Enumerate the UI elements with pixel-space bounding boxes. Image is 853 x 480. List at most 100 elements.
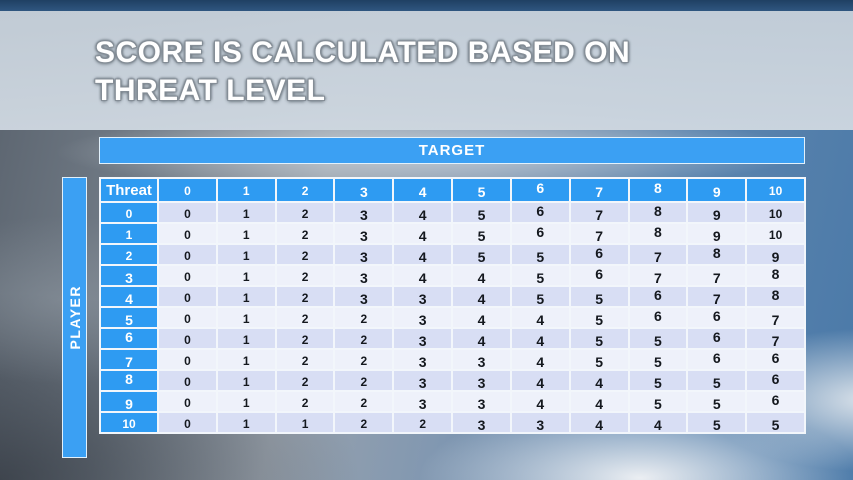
score-cell: 1 bbox=[215, 285, 277, 308]
score-cell: 0 bbox=[157, 306, 218, 329]
score-cell: 3 bbox=[451, 411, 512, 434]
score-cell: 4 bbox=[451, 285, 512, 308]
score-cell: 6 bbox=[509, 201, 571, 224]
score-cell: 4 bbox=[451, 327, 512, 350]
title-banner: SCORE IS CALCULATED BASED ON THREAT LEVE… bbox=[0, 11, 853, 130]
score-cell: 4 bbox=[451, 306, 512, 329]
score-cell: 6 bbox=[627, 285, 689, 308]
score-cell: 5 bbox=[509, 264, 571, 287]
corner-header-cell: Threat bbox=[99, 177, 159, 203]
score-cell: 2 bbox=[333, 369, 395, 392]
score-cell: 5 bbox=[451, 201, 512, 224]
score-cell: 0 bbox=[157, 327, 218, 350]
score-cell: 3 bbox=[509, 411, 571, 434]
score-cell: 2 bbox=[274, 222, 336, 245]
score-cell: 3 bbox=[451, 369, 512, 392]
score-cell: 1 bbox=[215, 306, 277, 329]
score-cell: 3 bbox=[333, 243, 395, 266]
score-cell: 7 bbox=[627, 264, 689, 287]
score-cell: 2 bbox=[274, 327, 336, 350]
row-header-cell: 2 bbox=[99, 243, 159, 266]
score-cell: 5 bbox=[451, 243, 512, 266]
row-header-cell: 9 bbox=[99, 390, 159, 413]
score-cell: 6 bbox=[745, 369, 806, 392]
score-cell: 7 bbox=[686, 264, 748, 287]
score-cell: 7 bbox=[686, 285, 748, 308]
score-cell: 2 bbox=[274, 390, 336, 413]
column-header-cell: 9 bbox=[686, 177, 748, 203]
row-header-cell: 8 bbox=[99, 369, 159, 392]
score-cell: 6 bbox=[686, 348, 748, 371]
score-cell: 3 bbox=[392, 348, 454, 371]
score-cell: 5 bbox=[568, 306, 630, 329]
slide-title-line2: THREAT LEVEL bbox=[95, 74, 326, 107]
score-cell: 4 bbox=[509, 327, 571, 350]
score-cell: 5 bbox=[451, 222, 512, 245]
column-header-cell: 1 bbox=[215, 177, 277, 203]
score-cell: 1 bbox=[215, 264, 277, 287]
score-cell: 5 bbox=[568, 348, 630, 371]
row-header-cell: 0 bbox=[99, 201, 159, 224]
score-cell: 9 bbox=[686, 201, 748, 224]
score-cell: 0 bbox=[157, 264, 218, 287]
score-cell: 5 bbox=[509, 243, 571, 266]
score-cell: 3 bbox=[392, 390, 454, 413]
score-cell: 1 bbox=[215, 243, 277, 266]
score-cell: 0 bbox=[157, 285, 218, 308]
score-cell: 4 bbox=[509, 348, 571, 371]
target-axis-label: TARGET bbox=[418, 142, 486, 159]
column-header-cell: 8 bbox=[627, 177, 689, 203]
score-cell: 8 bbox=[627, 222, 689, 245]
score-cell: 1 bbox=[215, 327, 277, 350]
score-table-header: Threat 0 1 2 3 4 5 6 7 8 9 10 bbox=[99, 177, 806, 203]
row-header-cell: 7 bbox=[99, 348, 159, 371]
column-header-cell: 7 bbox=[568, 177, 630, 203]
score-cell: 3 bbox=[451, 348, 512, 371]
row-header-cell: 3 bbox=[99, 264, 159, 287]
row-header-cell: 6 bbox=[99, 327, 159, 350]
score-cell: 0 bbox=[157, 411, 218, 434]
score-cell: 4 bbox=[392, 222, 454, 245]
row-header-cell: 5 bbox=[99, 306, 159, 329]
score-cell: 5 bbox=[568, 327, 630, 350]
score-cell: 6 bbox=[745, 390, 806, 413]
score-cell: 9 bbox=[686, 222, 748, 245]
score-cell: 5 bbox=[745, 411, 806, 434]
score-cell: 6 bbox=[745, 348, 806, 371]
score-cell: 6 bbox=[686, 306, 748, 329]
score-cell: 2 bbox=[333, 348, 395, 371]
score-cell: 1 bbox=[215, 222, 277, 245]
column-header-cell: 3 bbox=[333, 177, 395, 203]
row-header-cell: 1 bbox=[99, 222, 159, 245]
score-cell: 2 bbox=[274, 243, 336, 266]
score-cell: 5 bbox=[686, 369, 748, 392]
score-row: 10 0 1 1 2 2 3 3 4 4 5 5 bbox=[99, 411, 806, 434]
score-cell: 9 bbox=[745, 243, 806, 266]
score-cell: 7 bbox=[745, 327, 806, 350]
score-cell: 3 bbox=[333, 222, 395, 245]
score-cell: 5 bbox=[627, 327, 689, 350]
score-cell: 4 bbox=[568, 390, 630, 413]
column-header-cell: 5 bbox=[451, 177, 512, 203]
score-cell: 2 bbox=[274, 306, 336, 329]
score-cell: 8 bbox=[745, 264, 806, 287]
column-header-cell: 0 bbox=[157, 177, 218, 203]
score-cell: 5 bbox=[509, 285, 571, 308]
score-cell: 0 bbox=[157, 348, 218, 371]
score-cell: 5 bbox=[568, 285, 630, 308]
score-cell: 3 bbox=[451, 390, 512, 413]
score-cell: 2 bbox=[333, 327, 395, 350]
score-cell: 6 bbox=[568, 243, 630, 266]
score-cell: 2 bbox=[333, 411, 395, 434]
score-cell: 3 bbox=[333, 285, 395, 308]
column-header-cell: 2 bbox=[274, 177, 336, 203]
score-cell: 8 bbox=[686, 243, 748, 266]
score-cell: 4 bbox=[568, 369, 630, 392]
score-cell: 5 bbox=[627, 390, 689, 413]
score-cell: 3 bbox=[392, 327, 454, 350]
score-cell: 0 bbox=[157, 369, 218, 392]
score-row: 1 0 1 2 3 4 5 6 7 8 9 10 bbox=[99, 222, 806, 245]
